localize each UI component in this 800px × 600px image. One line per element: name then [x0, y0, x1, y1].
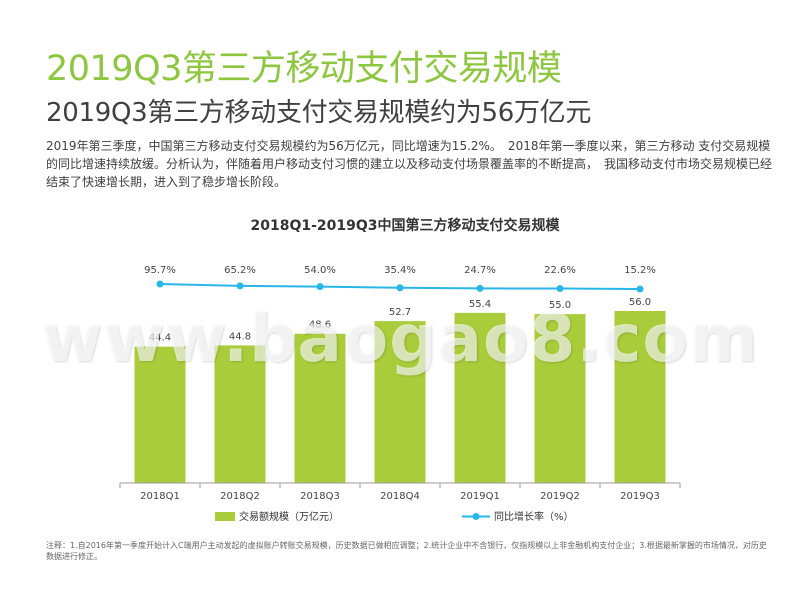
page-subtitle: 2019Q3第三方移动支付交易规模约为56万亿元 — [46, 98, 592, 128]
bar — [134, 346, 186, 483]
growth-point — [316, 283, 324, 291]
x-tick-label: 2018Q1 — [140, 491, 180, 502]
x-tick-label: 2019Q1 — [460, 491, 500, 502]
x-tick-label: 2018Q2 — [220, 491, 260, 502]
bar-value-label: 44.4 — [149, 333, 171, 344]
bar-value-label: 48.6 — [309, 320, 331, 331]
growth-value-label: 22.6% — [544, 265, 576, 276]
bar — [534, 314, 586, 483]
growth-point — [156, 280, 164, 288]
legend-bar-label: 交易额规模（万亿元） — [239, 510, 339, 523]
bar — [374, 321, 426, 483]
growth-value-label: 15.2% — [624, 265, 656, 276]
growth-point — [556, 285, 564, 293]
x-tick-label: 2018Q4 — [380, 491, 420, 502]
page-title: 2019Q3第三方移动支付交易规模 — [46, 49, 562, 89]
bar-value-label: 55.0 — [549, 300, 571, 311]
bar — [294, 333, 346, 483]
bar-value-label: 56.0 — [629, 297, 651, 308]
bar-value-label: 52.7 — [389, 307, 411, 318]
legend-bar-swatch — [215, 512, 235, 521]
growth-point — [636, 285, 644, 293]
growth-value-label: 54.0% — [304, 265, 336, 276]
footnote: 注释：1.自2016年第一季度开始计入C端用户主动发起的虚拟账户转账交易规模，历… — [46, 541, 767, 561]
summary-paragraph: 2019年第三季度，中国第三方移动支付交易规模约为56万亿元，同比增速为15.2… — [46, 139, 773, 189]
growth-value-label: 35.4% — [384, 265, 416, 276]
x-tick-label: 2019Q2 — [540, 491, 580, 502]
growth-point — [476, 284, 484, 292]
bar — [214, 345, 266, 483]
bar — [454, 312, 506, 483]
growth-value-label: 95.7% — [144, 265, 176, 276]
x-tick-label: 2018Q3 — [300, 491, 340, 502]
chart-title: 2018Q1-2019Q3中国第三方移动支付交易规模 — [250, 217, 560, 234]
growth-point — [236, 282, 244, 290]
bar — [614, 311, 666, 483]
legend-line-marker — [472, 513, 480, 520]
growth-value-label: 24.7% — [464, 265, 496, 276]
growth-point — [396, 284, 404, 292]
bar-value-label: 55.4 — [469, 299, 491, 310]
x-tick-label: 2019Q3 — [620, 491, 660, 502]
bar-value-label: 44.8 — [229, 331, 251, 342]
legend-line-label: 同比增长率（%） — [494, 510, 574, 523]
growth-value-label: 65.2% — [224, 265, 256, 276]
